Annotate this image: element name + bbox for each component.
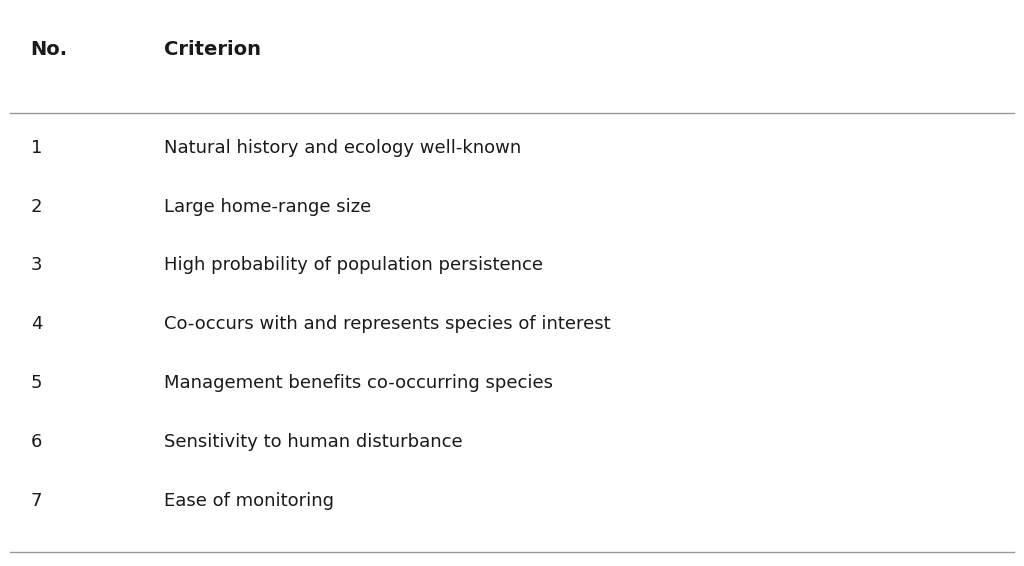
Text: Co-occurs with and represents species of interest: Co-occurs with and represents species of…	[164, 315, 610, 333]
Text: High probability of population persistence: High probability of population persisten…	[164, 256, 543, 275]
Text: Natural history and ecology well-known: Natural history and ecology well-known	[164, 139, 521, 157]
Text: Ease of monitoring: Ease of monitoring	[164, 492, 334, 510]
Text: 1: 1	[31, 139, 42, 157]
Text: Management benefits co-occurring species: Management benefits co-occurring species	[164, 374, 553, 392]
Text: Large home-range size: Large home-range size	[164, 198, 371, 216]
Text: 2: 2	[31, 198, 42, 216]
Text: 3: 3	[31, 256, 42, 275]
Text: 6: 6	[31, 433, 42, 451]
Text: 7: 7	[31, 492, 42, 510]
Text: 5: 5	[31, 374, 42, 392]
Text: Criterion: Criterion	[164, 40, 261, 59]
Text: 4: 4	[31, 315, 42, 333]
Text: Sensitivity to human disturbance: Sensitivity to human disturbance	[164, 433, 463, 451]
Text: No.: No.	[31, 40, 68, 59]
